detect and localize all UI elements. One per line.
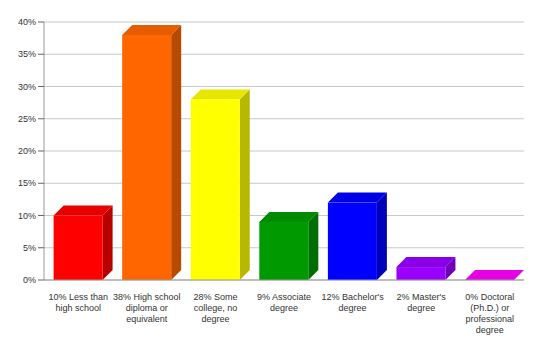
svg-text:0% Doctoral(Ph.D.) orprofessio: 0% Doctoral(Ph.D.) orprofessionaldegree — [465, 292, 514, 335]
svg-text:38% High schooldiploma orequiv: 38% High schooldiploma orequivalent — [113, 292, 181, 324]
svg-text:10% Less thanhigh school: 10% Less thanhigh school — [49, 292, 109, 313]
svg-text:35%: 35% — [18, 49, 36, 59]
svg-text:10%: 10% — [18, 211, 36, 221]
svg-text:40%: 40% — [18, 17, 36, 27]
svg-text:2% Master'sdegree: 2% Master'sdegree — [397, 292, 447, 313]
svg-text:25%: 25% — [18, 114, 36, 124]
svg-text:0%: 0% — [23, 275, 36, 285]
svg-text:9% Associatedegree: 9% Associatedegree — [257, 292, 311, 313]
svg-text:15%: 15% — [18, 178, 36, 188]
svg-text:5%: 5% — [23, 243, 36, 253]
svg-text:20%: 20% — [18, 146, 36, 156]
svg-text:12% Bachelor'sdegree: 12% Bachelor'sdegree — [321, 292, 384, 313]
svg-text:30%: 30% — [18, 82, 36, 92]
svg-text:28% Somecollege, nodegree: 28% Somecollege, nodegree — [193, 292, 237, 324]
